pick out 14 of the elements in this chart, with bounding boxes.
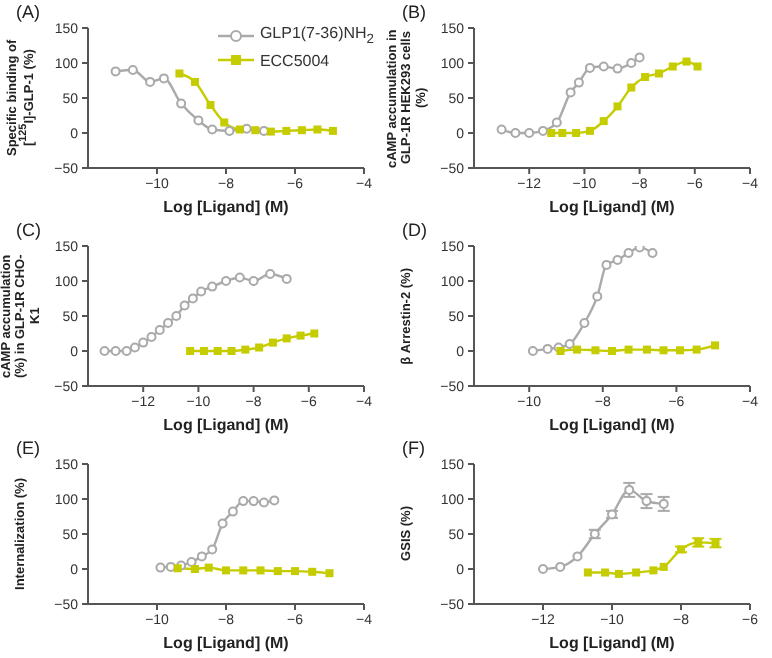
x-axis-title: Log [Ligand] (M) bbox=[549, 198, 676, 216]
chart-title: (B) bbox=[402, 2, 426, 22]
chart-title: (C) bbox=[16, 220, 41, 240]
x-axis-title: Log [Ligand] (M) bbox=[549, 634, 676, 652]
chart-title: (D) bbox=[402, 220, 427, 240]
legend-label: ECC5004 bbox=[259, 51, 330, 70]
chart-title: (A) bbox=[16, 2, 40, 22]
legend-label: GLP1(7-36)NH$_{2}$ bbox=[259, 24, 374, 48]
x-axis-title: Log [Ligand] (M) bbox=[163, 198, 290, 216]
chart-title: (F) bbox=[402, 438, 425, 458]
chart-title: (E) bbox=[16, 438, 40, 458]
x-axis-title: Log [Ligand] (M) bbox=[549, 416, 676, 434]
x-axis-title: Log [Ligand] (M) bbox=[163, 634, 290, 652]
x-axis-title: Log [Ligand] (M) bbox=[163, 416, 290, 434]
